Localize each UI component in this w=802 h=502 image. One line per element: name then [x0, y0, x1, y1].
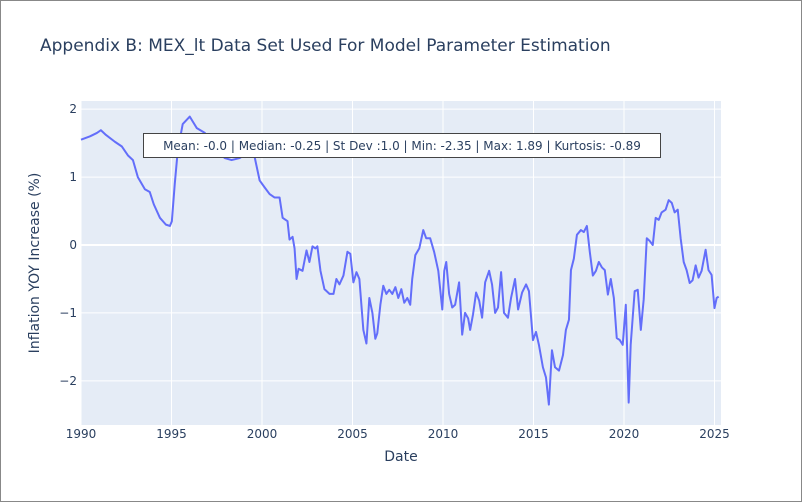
- y-tick-label: 0: [69, 238, 77, 252]
- x-axis-title: Date: [384, 449, 417, 465]
- labels: −2 −1 0 1 2 1990 1995 2000 2005 2010 2015 2020 2025: [59, 102, 729, 441]
- x-tick-label: 2005: [337, 427, 368, 441]
- annotation: Mean: -0.0 | Median: -0.25 | St Dev :1.0…: [163, 139, 641, 153]
- y-tick-label: −1: [59, 306, 77, 320]
- y-tick-label: 2: [69, 102, 77, 116]
- y-tick-label: −2: [59, 374, 77, 388]
- x-tick-label: 2020: [609, 427, 640, 441]
- x-tick-label: 1995: [156, 427, 187, 441]
- x-tick-label: 1990: [66, 427, 97, 441]
- x-tick-label: 2015: [518, 427, 549, 441]
- chart-title: Appendix B: MEX_lt Data Set Used For Mod…: [40, 36, 611, 56]
- y-axis-title: Inflation YOY Increase (%): [27, 173, 43, 354]
- annotation-box: [143, 133, 661, 158]
- x-tick-label: 2000: [247, 427, 278, 441]
- x-tick-label: 2010: [428, 427, 459, 441]
- x-tick-label: 2025: [699, 427, 730, 441]
- y-tick-label: 1: [69, 170, 77, 184]
